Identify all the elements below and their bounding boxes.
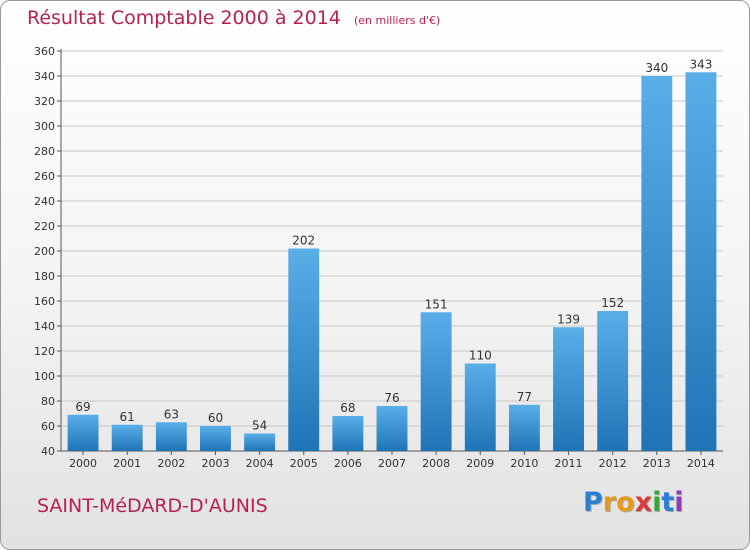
y-tick-label: 180 (34, 270, 55, 283)
bar (200, 426, 231, 451)
x-tick-label: 2013 (643, 457, 671, 470)
data-label: 110 (469, 349, 492, 363)
data-label: 63 (164, 407, 179, 421)
x-tick-label: 2010 (510, 457, 538, 470)
data-label: 69 (75, 400, 90, 414)
x-tick-label: 2007 (378, 457, 406, 470)
bar (641, 76, 673, 451)
data-label: 61 (120, 410, 135, 424)
y-tick-label: 60 (41, 420, 55, 433)
x-tick-label: 2002 (157, 457, 185, 470)
x-tick-label: 2011 (555, 457, 583, 470)
data-label: 68 (340, 401, 355, 415)
bar (508, 404, 540, 451)
logo-letter: t (661, 487, 675, 518)
bar (288, 248, 320, 451)
x-tick-label: 2004 (246, 457, 274, 470)
y-tick-label: 140 (34, 320, 55, 333)
proxiti-logo: Proxiti (583, 487, 684, 518)
y-tick-label: 220 (34, 220, 55, 233)
bar (464, 363, 496, 451)
chart-title-block: Résultat Comptable 2000 à 2014 (en milli… (27, 7, 440, 29)
y-tick-label: 200 (34, 245, 55, 258)
y-tick-label: 120 (34, 345, 55, 358)
y-tick-label: 340 (34, 70, 55, 83)
axes: 40 60 80 100 120 140 160 180 200 220 240 260 280 300 3… (34, 45, 723, 470)
logo-letter: P (583, 487, 603, 518)
bars (67, 72, 717, 451)
bar (155, 422, 187, 451)
bar (332, 416, 364, 451)
bar (597, 311, 629, 451)
commune-name: SAINT-MéDARD-D'AUNIS (37, 495, 268, 517)
data-label: 139 (557, 312, 580, 326)
y-tick-label: 40 (41, 445, 55, 458)
data-label: 60 (208, 411, 223, 425)
bar (244, 433, 276, 451)
bar (376, 406, 408, 451)
data-label: 77 (517, 390, 532, 404)
data-label: 151 (425, 297, 448, 311)
x-tick-label: 2001 (113, 457, 141, 470)
data-label: 76 (384, 391, 399, 405)
x-tick-label: 2012 (599, 457, 627, 470)
y-tick-label: 320 (34, 95, 55, 108)
bar (420, 312, 452, 451)
y-tick-label: 240 (34, 195, 55, 208)
data-label: 340 (645, 61, 668, 75)
x-tick-label: 2005 (290, 457, 318, 470)
y-tick-label: 280 (34, 145, 55, 158)
data-label: 202 (292, 234, 315, 248)
y-tick-label: 100 (34, 370, 55, 383)
y-tick-label: 260 (34, 170, 55, 183)
x-tick-label: 2014 (687, 457, 715, 470)
logo-letter: x (634, 487, 653, 518)
bar (111, 424, 143, 451)
x-tick-label: 2003 (201, 457, 229, 470)
logo-letter: r (602, 487, 617, 518)
x-tick-label: 2006 (334, 457, 362, 470)
bar (685, 72, 717, 451)
x-tick-label: 2008 (422, 457, 450, 470)
y-tick-label: 360 (34, 45, 55, 58)
x-tick-label: 2000 (69, 457, 97, 470)
data-label: 343 (689, 57, 712, 71)
y-tick-label: 160 (34, 295, 55, 308)
data-labels: 69 61 63 60 54 202 68 76 151 110 77 139 152 340 343 (75, 57, 712, 432)
data-label: 152 (601, 296, 624, 310)
data-label: 54 (252, 419, 267, 433)
y-tick-label: 300 (34, 120, 55, 133)
x-tick-label: 2009 (466, 457, 494, 470)
logo-letter: i (652, 487, 662, 518)
logo-letter: i (674, 487, 684, 518)
chart-title: Résultat Comptable 2000 à 2014 (27, 7, 341, 29)
bar (553, 327, 584, 451)
logo-letter: o (616, 487, 635, 518)
y-tick-label: 80 (41, 395, 55, 408)
chart-subtitle: (en milliers d'€) (353, 14, 441, 27)
bar (67, 414, 99, 451)
